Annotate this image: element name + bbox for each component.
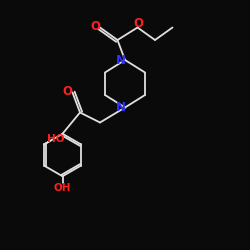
Text: HO: HO: [47, 134, 65, 144]
Text: N: N: [116, 101, 126, 114]
Text: N: N: [116, 54, 126, 66]
Text: O: O: [90, 20, 101, 33]
Text: O: O: [62, 85, 72, 98]
Text: OH: OH: [54, 183, 71, 193]
Text: O: O: [134, 17, 144, 30]
